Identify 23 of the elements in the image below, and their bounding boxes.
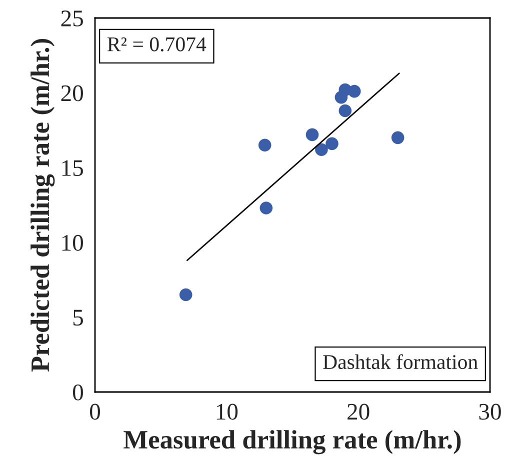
y-tick-label: 0 (72, 384, 83, 400)
x-tick-label: 10 (216, 404, 238, 420)
y-tick-label: 25 (61, 10, 83, 26)
point (338, 104, 352, 118)
x-tick-label: 0 (90, 404, 100, 420)
y-axis-title: Predicted drilling rate (m/hr.) (30, 39, 55, 372)
y-tick-label: 10 (62, 234, 83, 251)
annotation: R² = 0.7074 (107, 37, 206, 52)
x-axis-title: Measured drilling rate (m/hr.) (124, 430, 461, 454)
x-tick-label: 30 (479, 404, 501, 420)
x-tick-label: 20 (348, 404, 370, 420)
y-tick-label: 20 (61, 85, 83, 102)
annotation: Dashtak formation (323, 354, 478, 370)
y-tick-label: 15 (62, 160, 83, 176)
y-tick-label: 5 (73, 310, 83, 326)
point (391, 131, 404, 144)
point (326, 137, 338, 150)
point (258, 138, 272, 152)
point (260, 202, 273, 214)
point (306, 128, 319, 142)
point (315, 143, 328, 156)
point (179, 288, 192, 302)
point (348, 84, 361, 98)
